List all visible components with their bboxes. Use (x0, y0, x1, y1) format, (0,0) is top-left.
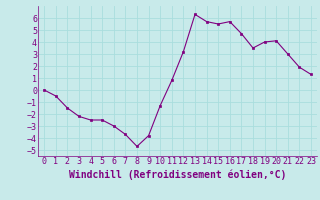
X-axis label: Windchill (Refroidissement éolien,°C): Windchill (Refroidissement éolien,°C) (69, 169, 286, 180)
